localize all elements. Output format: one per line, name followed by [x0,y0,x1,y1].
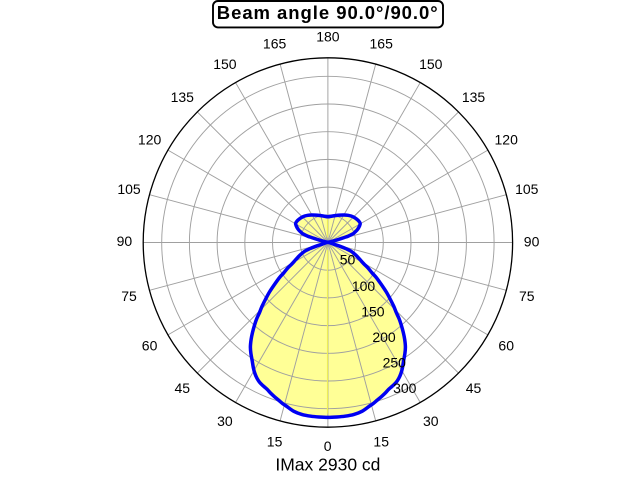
svg-text:15: 15 [373,433,389,449]
svg-text:90: 90 [117,233,133,249]
svg-text:30: 30 [217,413,233,429]
svg-text:100: 100 [352,278,376,294]
svg-text:150: 150 [213,56,237,72]
svg-text:45: 45 [466,380,482,396]
svg-text:120: 120 [495,132,519,148]
svg-text:60: 60 [142,337,158,353]
svg-text:200: 200 [372,329,396,345]
svg-text:105: 105 [117,181,141,197]
svg-text:250: 250 [383,354,407,370]
svg-text:75: 75 [519,288,535,304]
svg-text:45: 45 [175,380,191,396]
svg-text:60: 60 [498,337,514,353]
svg-text:105: 105 [515,181,539,197]
svg-text:135: 135 [171,89,195,105]
svg-text:165: 165 [263,36,287,52]
svg-text:IMax 2930 cd: IMax 2930 cd [275,455,380,475]
svg-text:135: 135 [462,89,486,105]
svg-text:150: 150 [361,304,385,320]
svg-text:150: 150 [419,56,443,72]
svg-text:30: 30 [423,413,439,429]
svg-text:15: 15 [267,433,283,449]
svg-text:300: 300 [393,380,417,396]
svg-text:90: 90 [524,233,540,249]
svg-text:180: 180 [316,29,340,45]
svg-text:0: 0 [324,438,332,454]
svg-text:75: 75 [121,288,137,304]
svg-text:165: 165 [370,36,394,52]
svg-text:50: 50 [340,252,356,268]
svg-text:Beam angle 90.0°/90.0°: Beam angle 90.0°/90.0° [217,2,439,23]
svg-text:120: 120 [138,132,162,148]
